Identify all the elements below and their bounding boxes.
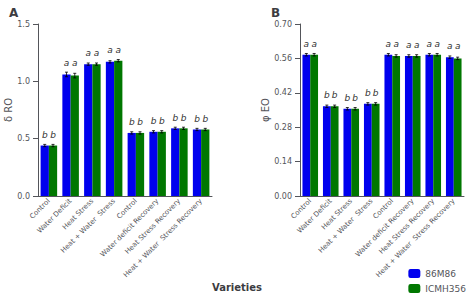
svg-text:0.5: 0.5 — [17, 134, 30, 143]
svg-text:b: b — [129, 117, 135, 127]
svg-text:a: a — [115, 45, 121, 55]
svg-text:a: a — [427, 39, 433, 49]
svg-text:a: a — [94, 48, 100, 58]
svg-text:0.70: 0.70 — [274, 20, 292, 29]
svg-text:Heat Stress: Heat Stress — [319, 197, 355, 232]
svg-text:b: b — [344, 93, 350, 103]
svg-text:A: A — [9, 6, 19, 20]
svg-text:a: a — [455, 41, 461, 51]
svg-text:φ EO: φ EO — [260, 98, 271, 122]
svg-text:0.14: 0.14 — [274, 157, 292, 166]
svg-text:B: B — [271, 6, 280, 20]
svg-text:a: a — [311, 39, 317, 49]
svg-text:b: b — [172, 113, 178, 123]
svg-text:b: b — [373, 88, 379, 98]
svg-text:Water deficit Recovery: Water deficit Recovery — [98, 197, 161, 259]
svg-text:b: b — [194, 114, 200, 124]
svg-text:a: a — [434, 39, 440, 49]
svg-text:b: b — [352, 93, 358, 103]
svg-text:Heat Stress: Heat Stress — [61, 197, 96, 232]
svg-text:b: b — [202, 114, 208, 124]
svg-text:0.00: 0.00 — [274, 192, 292, 201]
svg-text:ICMH356: ICMH356 — [425, 284, 466, 294]
svg-text:0.42: 0.42 — [274, 88, 292, 97]
svg-text:b: b — [50, 130, 56, 140]
svg-text:a: a — [85, 48, 91, 58]
svg-text:0.0: 0.0 — [17, 192, 30, 201]
svg-text:a: a — [72, 58, 78, 68]
svg-text:0.28: 0.28 — [274, 123, 292, 132]
svg-text:1.0: 1.0 — [17, 77, 30, 86]
svg-text:b: b — [365, 88, 371, 98]
svg-text:a: a — [393, 39, 399, 49]
svg-text:Water deficit Recovery: Water deficit Recovery — [354, 197, 416, 259]
svg-text:0.56: 0.56 — [274, 54, 292, 63]
svg-text:1.5: 1.5 — [17, 20, 30, 29]
svg-text:b: b — [332, 90, 338, 100]
svg-text:a: a — [414, 40, 420, 50]
svg-text:δ RO: δ RO — [3, 98, 14, 122]
svg-text:Control: Control — [371, 197, 396, 221]
svg-text:Varieties: Varieties — [212, 282, 262, 293]
svg-text:b: b — [181, 113, 187, 123]
svg-text:a: a — [107, 45, 113, 55]
svg-text:b: b — [42, 130, 48, 140]
svg-text:Heat + Water Stress Recovery: Heat + Water Stress Recovery — [375, 197, 457, 279]
svg-text:Control: Control — [289, 197, 314, 221]
svg-text:a: a — [447, 41, 453, 51]
svg-text:Heat + Water Stress: Heat + Water Stress — [59, 197, 117, 255]
svg-text:Water Deficit: Water Deficit — [35, 197, 74, 235]
svg-text:Heat + Water Stress Recovery: Heat + Water Stress Recovery — [122, 197, 204, 279]
svg-text:b: b — [159, 116, 165, 126]
svg-text:b: b — [151, 116, 157, 126]
svg-text:b: b — [137, 117, 143, 127]
svg-text:Control: Control — [115, 197, 139, 221]
svg-text:a: a — [386, 39, 392, 49]
svg-text:a: a — [64, 58, 70, 68]
svg-text:Heat Stress Recovery: Heat Stress Recovery — [123, 197, 183, 256]
svg-text:Water Deficit: Water Deficit — [296, 197, 334, 235]
svg-text:a: a — [406, 40, 412, 50]
svg-text:a: a — [304, 39, 310, 49]
svg-text:Heat Stress Recovery: Heat Stress Recovery — [377, 197, 437, 256]
svg-text:86M86: 86M86 — [425, 269, 456, 279]
svg-text:Control: Control — [28, 197, 52, 221]
svg-text:Heat + Water Stress: Heat + Water Stress — [317, 197, 375, 255]
svg-text:b: b — [324, 90, 330, 100]
